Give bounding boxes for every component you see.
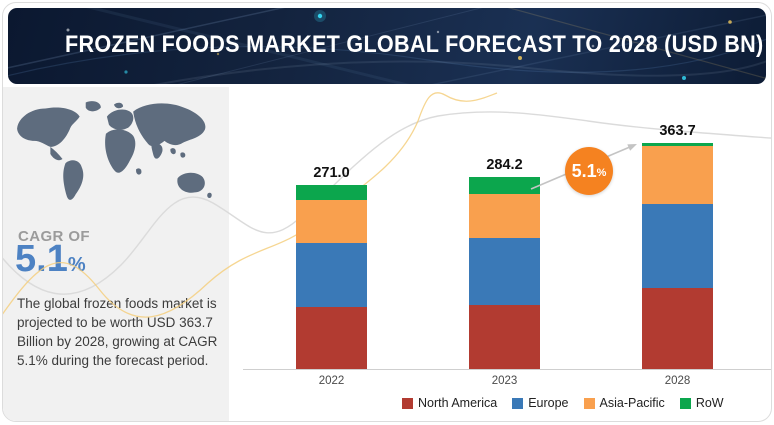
legend-item-asia-pacific: Asia-Pacific	[583, 396, 665, 410]
legend-label: RoW	[695, 396, 724, 410]
network-background-decoration	[8, 8, 766, 84]
cagr-number: 5.1	[15, 238, 68, 280]
bar-segment-north-america-2022	[296, 307, 367, 369]
legend-label: Europe	[528, 396, 569, 410]
world-map-icon	[9, 95, 221, 217]
market-description: The global frozen foods market is projec…	[17, 296, 218, 369]
cagr-percent-sign: %	[67, 254, 86, 276]
bar-segment-row-2028	[642, 143, 713, 147]
bar-segment-europe-2023	[469, 237, 540, 305]
x-axis-tick-2023: 2023	[491, 375, 518, 387]
legend-item-europe: Europe	[512, 396, 569, 410]
header-banner: FROZEN FOODS MARKET GLOBAL FORECAST TO 2…	[8, 8, 766, 84]
legend-swatch-icon	[679, 397, 691, 409]
sidebar-panel: CAGR OF 5.1% The global frozen foods mar…	[3, 87, 229, 421]
legend-label: North America	[418, 396, 498, 410]
x-axis-line	[243, 369, 771, 370]
page-title: FROZEN FOODS MARKET GLOBAL FORECAST TO 2…	[65, 31, 764, 58]
bar-segment-row-2023	[469, 177, 540, 194]
bar-segment-europe-2028	[642, 204, 713, 288]
badge-percent-sign: %	[596, 166, 607, 179]
bar-segment-north-america-2028	[642, 287, 713, 369]
cagr-badge: 5.1%	[565, 147, 613, 195]
bar-segment-row-2022	[296, 184, 367, 200]
x-axis-tick-2022: 2022	[318, 375, 345, 387]
legend-item-north-america: North America	[402, 396, 497, 410]
bar-segment-north-america-2023	[469, 304, 540, 369]
badge-number: 5.1	[571, 160, 597, 181]
bar-segment-asia-pacific-2022	[296, 199, 367, 243]
legend-item-row: RoW	[679, 396, 724, 410]
bar-total-label-2022: 271.0	[313, 164, 350, 181]
chart-legend: North America Europe Asia-Pacific RoW	[402, 396, 724, 410]
bar-segment-asia-pacific-2023	[469, 193, 540, 238]
bar-total-label-2028: 363.7	[659, 123, 696, 140]
legend-label: Asia-Pacific	[599, 396, 665, 410]
legend-swatch-icon	[583, 397, 595, 409]
x-axis-tick-2028: 2028	[664, 375, 691, 387]
cagr-value: 5.1%	[15, 238, 86, 281]
bar-segment-europe-2022	[296, 242, 367, 308]
legend-swatch-icon	[402, 397, 413, 409]
bar-segment-asia-pacific-2028	[642, 146, 713, 204]
legend-swatch-icon	[512, 397, 524, 409]
bar-total-label-2023: 284.2	[486, 157, 523, 174]
